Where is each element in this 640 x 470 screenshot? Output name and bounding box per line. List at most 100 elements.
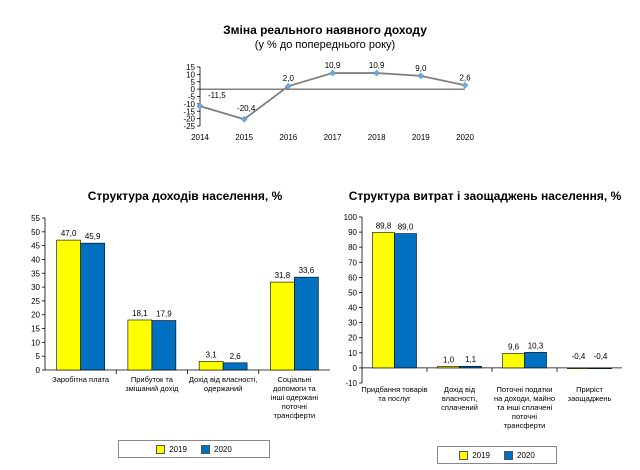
expense-chart-y-tick-label: 90: [348, 228, 357, 237]
legend-item-2020: 2020: [201, 444, 232, 454]
expense-chart-data-label: 10,3: [528, 341, 544, 350]
income-chart-bar-2020: [222, 362, 248, 371]
expense-chart-category-label: Поточні податки: [497, 385, 553, 394]
expense-chart-category-label: поточні: [512, 412, 537, 421]
line-chart-data-label: 2,0: [283, 74, 295, 83]
income-chart-y-tick-label: 10: [31, 338, 40, 347]
line-chart-y-tick-label: -5: [188, 93, 196, 102]
income-chart-y-tick-label: 20: [31, 311, 40, 320]
expense-chart-category-label: трансферти: [504, 421, 546, 430]
income-chart-data-label: 47,0: [61, 229, 77, 238]
line-chart-x-tick-label: 2020: [456, 133, 474, 142]
line-chart-x-tick-label: 2017: [324, 133, 342, 142]
expense-chart-y-tick-label: 50: [348, 288, 357, 297]
line-chart-data-label: 10,9: [325, 61, 341, 70]
expense-chart-bar-2020: [394, 233, 417, 369]
line-chart-data-label: -20,4: [237, 104, 256, 113]
expense-chart-y-tick-label: 20: [348, 334, 357, 343]
legend-item-2020: 2020: [504, 450, 535, 460]
expense-chart-bar-2019: [567, 367, 590, 370]
income-chart-category-label: змішаний дохід: [125, 384, 179, 393]
income-chart-category-label: Прибуток та: [131, 375, 174, 384]
expense-chart-bar-2019: [437, 366, 460, 369]
expense-chart-data-label: 9,6: [508, 342, 520, 351]
line-chart-point: [373, 69, 381, 77]
line-chart-x-tick-label: 2015: [235, 133, 253, 142]
line-chart-y-tick-label: -20: [183, 115, 195, 124]
expense-chart-title: Структура витрат і заощаджень населення,…: [348, 189, 622, 203]
income-chart-bar-2019: [56, 239, 81, 371]
income-legend: 2019 2020: [118, 440, 270, 458]
income-chart-bar-2020: [151, 320, 177, 371]
line-chart-point: [461, 81, 469, 89]
income-chart-y-tick-label: 0: [36, 366, 41, 375]
income-chart-y-tick-label: 50: [31, 228, 40, 237]
income-chart-y-tick-label: 30: [31, 283, 40, 292]
income-chart-bar-2019: [198, 361, 224, 371]
expense-chart-bar-2020: [459, 365, 482, 369]
legend-label-2019: 2019: [472, 450, 490, 460]
expense-chart-y-tick-label: -10: [345, 379, 357, 388]
income-chart-category-label: інші одержані: [271, 393, 319, 402]
legend-label-2020: 2020: [214, 444, 232, 454]
income-chart-bar-2020: [294, 276, 319, 371]
line-chart-y-tick-label: 10: [186, 70, 195, 79]
expense-chart-y-tick-label: 100: [344, 213, 358, 222]
line-chart-y-tick-label: 5: [191, 78, 196, 87]
line-chart-data-label: -11,5: [208, 91, 226, 100]
income-chart-y-tick-label: 15: [31, 325, 40, 334]
line-chart-data-label: 9,0: [415, 64, 427, 73]
line-chart-x-tick-label: 2016: [279, 133, 297, 142]
expense-chart-data-label: 1,0: [443, 355, 455, 364]
line-chart-x-tick-label: 2018: [368, 133, 386, 142]
line-chart-y-tick-label: 0: [191, 85, 196, 94]
income-chart-bar-2020: [80, 242, 105, 371]
expense-chart-y-tick-label: 10: [348, 349, 357, 358]
legend-swatch-2020: [504, 450, 513, 460]
expense-chart-data-label: 1,1: [465, 355, 477, 364]
income-chart-data-label: 33,6: [299, 266, 315, 275]
line-chart-point: [284, 82, 292, 90]
expense-chart-category-label: власності,: [442, 394, 477, 403]
line-chart-x-tick-label: 2019: [412, 133, 430, 142]
legend-swatch-2019: [459, 450, 469, 460]
expense-chart-category-label: сплачений: [441, 403, 478, 412]
income-chart-bar-2019: [270, 281, 295, 371]
income-chart-data-label: 17,9: [156, 310, 172, 319]
line-chart-point: [196, 102, 204, 110]
line-chart-point: [240, 115, 248, 123]
expense-chart-category-label: заощаджень: [568, 394, 612, 403]
income-chart-y-tick-label: 55: [31, 214, 40, 223]
expense-legend: 2019 2020: [437, 446, 557, 464]
expense-chart-data-label: -0,4: [594, 352, 608, 361]
income-chart-category-label: Заробітна плата: [52, 375, 110, 384]
legend-item-2019: 2019: [156, 444, 187, 454]
income-chart-title: Структура доходів населення, %: [87, 189, 283, 203]
line-chart-y-tick-label: -10: [183, 100, 195, 109]
expense-chart-y-tick-label: 80: [348, 243, 357, 252]
line-chart-data-label: 2,6: [459, 73, 471, 82]
expense-chart-category-label: та послуг: [378, 394, 411, 403]
income-chart-data-label: 3,1: [206, 350, 218, 359]
income-chart-category-label: Соціальні: [277, 375, 311, 384]
income-chart-category-label: поточні: [282, 402, 307, 411]
expense-chart-category-label: Приріст: [576, 385, 603, 394]
legend-swatch-2020: [201, 444, 210, 454]
legend-label-2020: 2020: [517, 450, 535, 460]
income-chart-category-label: трансферти: [274, 411, 316, 420]
legend-item-2019: 2019: [459, 450, 490, 460]
expense-chart-data-label: -0,4: [572, 352, 586, 361]
expense-chart-data-label: 89,0: [398, 223, 414, 232]
line-chart-data-label: 10,9: [369, 61, 385, 70]
line-chart-title: Зміна реального наявного доходу: [223, 23, 427, 37]
line-chart-y-tick-label: 15: [186, 63, 195, 72]
line-chart-y-tick-label: -25: [183, 122, 195, 131]
income-chart-y-tick-label: 35: [31, 269, 40, 278]
income-chart-y-tick-label: 45: [31, 242, 40, 251]
expense-chart-y-tick-label: 0: [353, 364, 358, 373]
income-chart-y-tick-label: 25: [31, 297, 40, 306]
income-chart-category-label: Дохід від власності,: [189, 375, 258, 384]
income-chart-y-tick-label: 40: [31, 255, 40, 264]
line-chart-point: [417, 72, 425, 80]
